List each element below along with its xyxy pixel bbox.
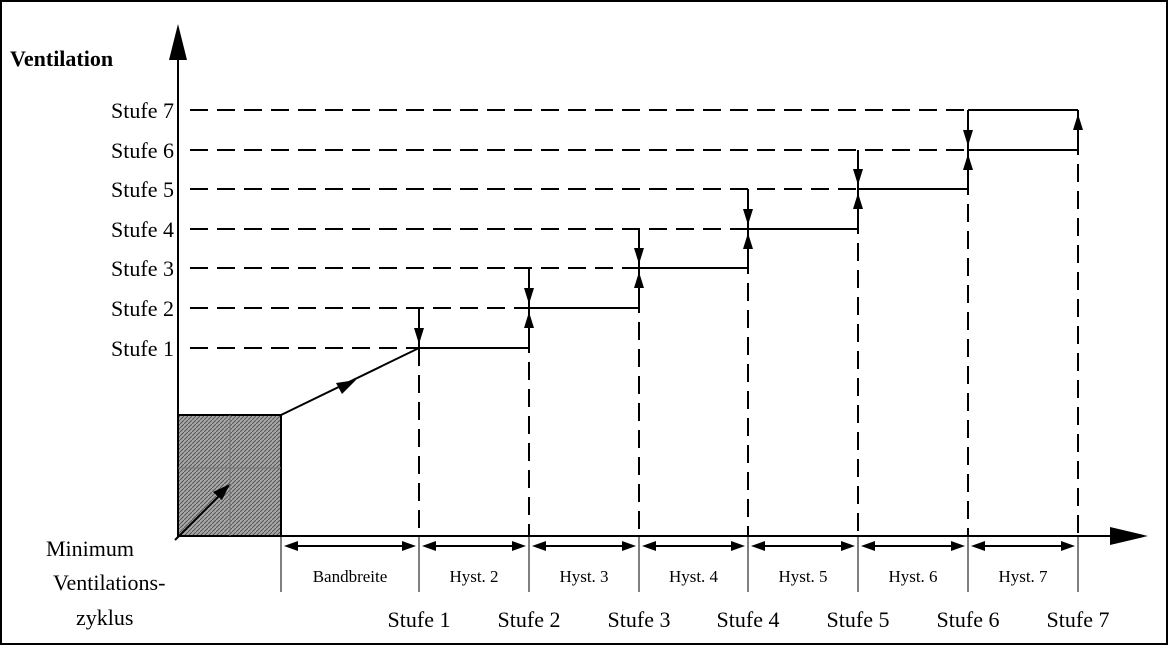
stage-spans: Bandbreite Hyst. 2 Hyst. 3 Hyst. 4 Hyst. 5 Hy… [280, 536, 1110, 632]
span-arrow-right-4 [731, 541, 745, 551]
span-arrow-left-3 [532, 541, 546, 551]
span-label-2: Hyst. 2 [449, 567, 498, 586]
x-stage-label-4: Stufe 4 [717, 607, 780, 632]
span-label-5: Hyst. 5 [778, 567, 827, 586]
y-level-label-3: Stufe 3 [111, 256, 174, 281]
span-arrow-right-6 [951, 541, 965, 551]
switch-down-arrow-5 [853, 169, 863, 185]
switch-down-arrow-2 [524, 288, 534, 304]
switch-up-arrow-5 [853, 193, 863, 209]
span-arrow-left-7 [971, 541, 985, 551]
switch-up-arrow-4 [743, 233, 753, 249]
minimum-pointer-line [174, 491, 224, 541]
span-arrow-right-1 [402, 541, 416, 551]
ramp-arrowhead [336, 380, 356, 394]
span-arrow-left-1 [284, 541, 298, 551]
switch-up-arrow-3 [634, 272, 644, 288]
switch-down-arrow-3 [634, 248, 644, 264]
span-label-1: Bandbreite [313, 567, 388, 586]
switch-up-arrow-6 [963, 154, 973, 170]
y-axis-arrowhead [169, 24, 187, 60]
switch-up-arrow-2 [524, 312, 534, 328]
switch-down-arrow-4 [743, 209, 753, 225]
minimum-label-line2: Ventilations- [53, 570, 165, 595]
x-stage-label-1: Stufe 1 [388, 607, 451, 632]
x-stage-label-2: Stufe 2 [498, 607, 561, 632]
switch-down-arrow-6 [963, 130, 973, 146]
y-level-label-2: Stufe 2 [111, 296, 174, 321]
x-stage-label-3: Stufe 3 [608, 607, 671, 632]
span-arrow-right-7 [1061, 541, 1075, 551]
span-arrow-right-3 [622, 541, 636, 551]
switch-down-arrow-1 [414, 328, 424, 344]
span-arrow-right-2 [512, 541, 526, 551]
minimum-pointer-arrowhead [213, 484, 230, 500]
y-level-label-5: Stufe 5 [111, 177, 174, 202]
span-arrow-left-5 [751, 541, 765, 551]
y-level-label-6: Stufe 6 [111, 138, 174, 163]
x-stage-label-5: Stufe 5 [827, 607, 890, 632]
y-level-label-7: Stufe 7 [111, 98, 174, 123]
span-arrow-left-4 [642, 541, 656, 551]
x-stage-label-6: Stufe 6 [937, 607, 1000, 632]
minimum-label-line1: Minimum [46, 536, 134, 561]
x-stage-label-7: Stufe 7 [1047, 607, 1110, 632]
span-label-6: Hyst. 6 [888, 567, 937, 586]
span-label-3: Hyst. 3 [559, 567, 608, 586]
span-label-4: Hyst. 4 [669, 567, 719, 586]
span-arrow-left-2 [422, 541, 436, 551]
x-axis-arrowhead [1110, 527, 1148, 545]
span-arrow-right-5 [841, 541, 855, 551]
span-arrow-left-6 [861, 541, 875, 551]
y-level-label-1: Stufe 1 [111, 336, 174, 361]
y-level-label-4: Stufe 4 [111, 217, 174, 242]
stage-steps [414, 109, 1083, 349]
span-label-7: Hyst. 7 [998, 567, 1048, 586]
switch-up-arrow-7 [1073, 114, 1083, 130]
y-axis-title: Ventilation [10, 46, 113, 71]
minimum-label-line3: zyklus [76, 605, 133, 630]
